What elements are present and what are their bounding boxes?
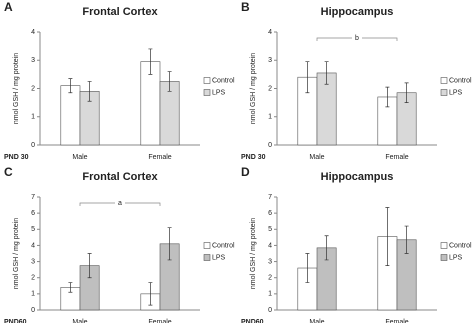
legend-label: LPS <box>449 254 463 261</box>
error-bar <box>68 282 73 293</box>
legend-label: LPS <box>212 89 226 96</box>
y-tick-label: 4 <box>268 242 272 249</box>
panel-label: D <box>241 165 250 179</box>
legend-label: LPS <box>449 89 463 96</box>
y-tick-label: 1 <box>268 114 272 121</box>
legend-swatch <box>203 254 211 261</box>
legend-label: Control <box>449 242 472 249</box>
note: PND 30 <box>241 154 266 161</box>
chart-title: Hippocampus <box>321 171 394 183</box>
y-tick-label: 2 <box>268 275 272 282</box>
x-tick-label: Male <box>72 319 87 323</box>
annotation: a <box>118 200 122 207</box>
error-bar <box>324 235 329 261</box>
y-tick-label: 5 <box>268 226 272 233</box>
y-tick-label: 0 <box>31 307 35 314</box>
y-axis-label: nmol GSH / mg protein <box>250 218 257 289</box>
error-bar <box>167 71 172 92</box>
error-bar <box>305 61 310 94</box>
x-tick-label: Male <box>309 319 324 323</box>
x-tick-label: Female <box>385 154 408 161</box>
y-tick-label: 1 <box>268 291 272 298</box>
legend-swatch <box>440 77 448 84</box>
y-tick-label: 2 <box>268 85 272 92</box>
y-tick-label: 2 <box>31 85 35 92</box>
y-tick-label: 7 <box>268 194 272 201</box>
note: PND60 <box>4 319 27 323</box>
y-axis-label: nmol GSH / mg protein <box>13 218 20 289</box>
legend-label: Control <box>212 77 235 84</box>
y-tick-label: 6 <box>268 210 272 217</box>
y-tick-label: 0 <box>268 142 272 149</box>
legend-swatch <box>440 89 448 96</box>
chart-title: Hippocampus <box>321 6 394 18</box>
y-tick-label: 6 <box>31 210 35 217</box>
error-bar <box>148 48 153 75</box>
y-tick-label: 5 <box>31 226 35 233</box>
y-tick-label: 4 <box>268 29 272 36</box>
error-bar <box>87 81 92 102</box>
x-tick-label: Male <box>72 154 87 161</box>
legend-label: LPS <box>212 254 226 261</box>
bar <box>60 85 81 146</box>
y-tick-label: 3 <box>31 57 35 64</box>
y-axis-label: nmol GSH / mg protein <box>13 53 20 124</box>
y-axis-label: nmol GSH / mg protein <box>250 53 257 124</box>
error-bar <box>404 82 409 103</box>
annotation-bg <box>115 198 125 208</box>
y-tick-label: 4 <box>31 242 35 249</box>
error-bar <box>148 282 153 306</box>
error-bar <box>305 253 310 283</box>
y-tick-label: 3 <box>268 258 272 265</box>
y-tick-label: 0 <box>31 142 35 149</box>
error-bar <box>68 78 73 94</box>
error-bar <box>324 61 329 85</box>
y-tick-label: 3 <box>31 258 35 265</box>
panel-label: A <box>4 0 13 14</box>
y-tick-label: 0 <box>268 307 272 314</box>
legend-swatch <box>440 254 448 261</box>
legend-swatch <box>203 242 211 249</box>
x-tick-label: Female <box>385 319 408 323</box>
y-tick-label: 1 <box>31 291 35 298</box>
legend-label: Control <box>449 77 472 84</box>
error-bar <box>385 207 390 266</box>
legend-swatch <box>203 77 211 84</box>
chart-title: Frontal Cortex <box>82 6 158 18</box>
error-bar <box>167 227 172 261</box>
note: PND 30 <box>4 154 29 161</box>
y-tick-label: 1 <box>31 114 35 121</box>
x-tick-label: Female <box>148 154 171 161</box>
y-tick-label: 2 <box>31 275 35 282</box>
annotation-bg <box>352 33 362 43</box>
y-tick-label: 4 <box>31 29 35 36</box>
note: PND60 <box>241 319 264 323</box>
error-bar <box>404 225 409 254</box>
panel-label: B <box>241 0 250 14</box>
panel-label: C <box>4 165 13 179</box>
y-tick-label: 3 <box>268 57 272 64</box>
error-bar <box>87 253 92 279</box>
error-bar <box>385 86 390 108</box>
annotation: b <box>355 35 359 42</box>
legend-label: Control <box>212 242 235 249</box>
legend-swatch <box>203 89 211 96</box>
chart-title: Frontal Cortex <box>82 171 158 183</box>
x-tick-label: Female <box>148 319 171 323</box>
y-tick-label: 7 <box>31 194 35 201</box>
x-tick-label: Male <box>309 154 324 161</box>
legend-swatch <box>440 242 448 249</box>
